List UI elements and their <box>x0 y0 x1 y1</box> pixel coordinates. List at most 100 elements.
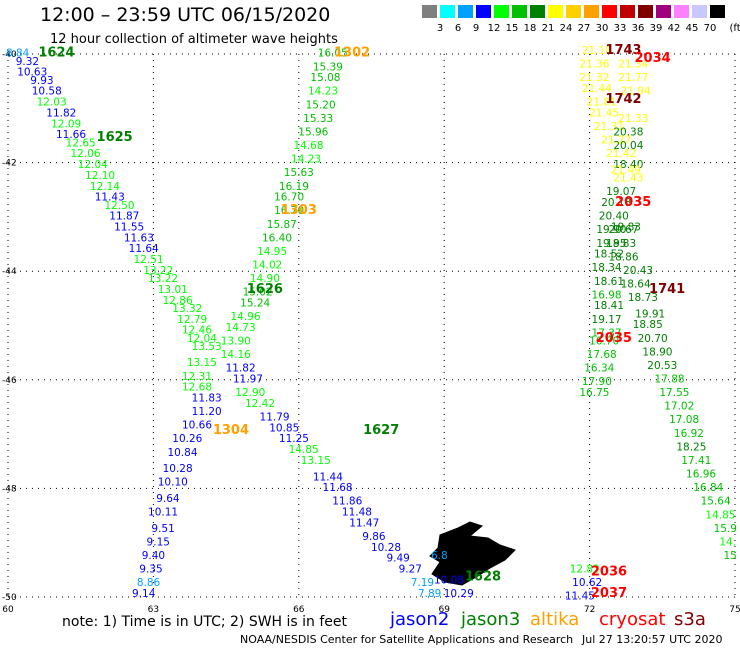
pass-time-label: 2035 <box>615 195 651 210</box>
wave-height-value: 21.32 <box>579 72 609 84</box>
y-tick-label: -40 <box>2 50 17 60</box>
wave-height-value: 12.51 <box>134 254 164 266</box>
legend-label: 6 <box>454 23 462 34</box>
wave-height-value: 12.10 <box>85 170 115 182</box>
wave-height-value: 12.06 <box>71 148 101 160</box>
wave-height-value: 10.11 <box>148 507 178 519</box>
wave-height-value: 17.02 <box>664 401 694 413</box>
wave-height-value: 10.28 <box>163 463 193 475</box>
wave-height-value: 17.37 <box>592 327 622 339</box>
wave-height-value: 13.32 <box>172 303 202 315</box>
pass-time-label: 1624 <box>38 46 74 61</box>
wave-height-value: 16.98 <box>592 289 622 301</box>
wave-height-value: 18.40 <box>613 159 643 171</box>
pass-time-label: 1741 <box>649 282 685 297</box>
wave-height-value: 14.73 <box>226 322 256 334</box>
chart-title: 12:00 – 23:59 UTC 06/15/2020 <box>40 4 331 26</box>
wave-height-value: 19.17 <box>592 314 622 326</box>
legend-swatch <box>674 5 689 18</box>
wave-height-value: 14.96 <box>230 311 260 323</box>
wave-height-value: 21.45 <box>589 107 619 119</box>
satellite-label-cryosat: cryosat <box>599 609 666 630</box>
wave-height-value: 14. <box>719 536 736 548</box>
wave-height-value: 13.01 <box>158 284 188 296</box>
wave-height-value: 9.86 <box>362 531 386 543</box>
wave-height-value: 15 <box>723 550 736 562</box>
y-tick-label: -50 <box>2 593 17 603</box>
pass-time-label: 1304 <box>213 423 249 438</box>
island-landmass <box>429 521 516 586</box>
pass-time-label: 1627 <box>363 423 399 438</box>
legend-label: 15 <box>505 23 519 34</box>
wave-height-value: 10.29 <box>444 588 474 600</box>
legend-swatch <box>566 5 581 18</box>
wave-height-value: 15.64 <box>701 496 731 508</box>
x-tick-label: 63 <box>148 605 159 615</box>
wave-height-value: 20.40 <box>599 211 629 223</box>
legend-swatch <box>548 5 563 18</box>
wave-height-value: 16.34 <box>584 363 614 375</box>
wave-height-value: 18.90 <box>642 346 672 358</box>
pass-time-label: 1625 <box>97 130 133 145</box>
legend-unit: (ft) <box>729 23 740 34</box>
wave-height-value: 20.18 <box>601 197 631 209</box>
legend-label: 18 <box>523 23 537 34</box>
wave-height-value: 21.33 <box>618 113 648 125</box>
wave-height-value: 21.77 <box>618 72 648 84</box>
wave-height-value: 18.61 <box>594 276 624 288</box>
wave-height-value: 17.08 <box>669 414 699 426</box>
wave-height-value: 20.43 <box>623 265 653 277</box>
legend-label: 36 <box>631 23 645 34</box>
wave-height-value: 19.07 <box>606 186 636 198</box>
wave-height-value: 9.32 <box>16 56 39 68</box>
legend-swatch <box>620 5 635 18</box>
legend-swatch <box>692 5 707 18</box>
x-tick-label: 69 <box>438 605 450 615</box>
wave-height-value: 11.82 <box>226 363 256 375</box>
legend-label: 70 <box>703 23 717 34</box>
wave-height-value: 11.55 <box>114 221 144 233</box>
wave-height-value: 14.90 <box>250 273 280 285</box>
wave-height-value: 10.08 <box>434 574 464 586</box>
wave-height-value: 15.20 <box>306 99 336 111</box>
wave-height-value: 12.65 <box>66 137 96 149</box>
wave-height-value: 12.42 <box>245 398 275 410</box>
wave-height-value: 18.85 <box>633 319 663 331</box>
pass-time-label: 1628 <box>465 570 501 585</box>
wave-height-value: 21.27 <box>601 135 631 147</box>
wave-height-value: 9.14 <box>132 588 156 600</box>
legend-label: 33 <box>613 23 627 34</box>
legend-label: 21 <box>541 23 555 34</box>
wave-height-value: 9.49 <box>386 553 409 565</box>
wave-height-value: 20.53 <box>647 360 677 372</box>
wave-height-value: 15.63 <box>284 167 314 179</box>
wave-height-value: 9.35 <box>139 564 162 576</box>
x-tick-label: 75 <box>729 605 740 615</box>
wave-height-value: 11.86 <box>332 496 362 508</box>
wave-height-value: 7.89 <box>418 588 441 600</box>
wave-height-value: 19.83 <box>611 221 641 233</box>
wave-height-value: 21.81 <box>587 97 617 109</box>
wave-height-value: 12.09 <box>51 118 81 130</box>
wave-height-value: 15.9 <box>714 523 737 535</box>
x-tick-label: 60 <box>2 605 14 615</box>
legend-label: 9 <box>472 23 480 34</box>
wave-height-value: 18.34 <box>592 262 622 274</box>
wave-height-value: 13.22 <box>148 273 178 285</box>
legend-label: 30 <box>595 23 609 34</box>
wave-height-value: 14.85 <box>289 444 319 456</box>
timestamp: Jul 27 13:20:57 UTC 2020 <box>582 633 723 646</box>
legend-swatch <box>476 5 491 18</box>
legend-label: 39 <box>649 23 663 34</box>
wave-height-value: 16.84 <box>693 482 723 494</box>
wave-height-value: 21.36 <box>579 59 609 71</box>
pass-time-label: 1626 <box>247 282 283 297</box>
wave-height-value: 18.86 <box>608 251 638 263</box>
wave-height-value: 16.05 <box>318 48 348 60</box>
wave-height-value: 16.19 <box>279 181 309 193</box>
wave-height-value: 12.14 <box>90 181 120 193</box>
satellite-label-altika: altika <box>530 609 580 630</box>
wave-height-value: 11.79 <box>260 412 290 424</box>
wave-height-value: 9.93 <box>30 75 53 87</box>
